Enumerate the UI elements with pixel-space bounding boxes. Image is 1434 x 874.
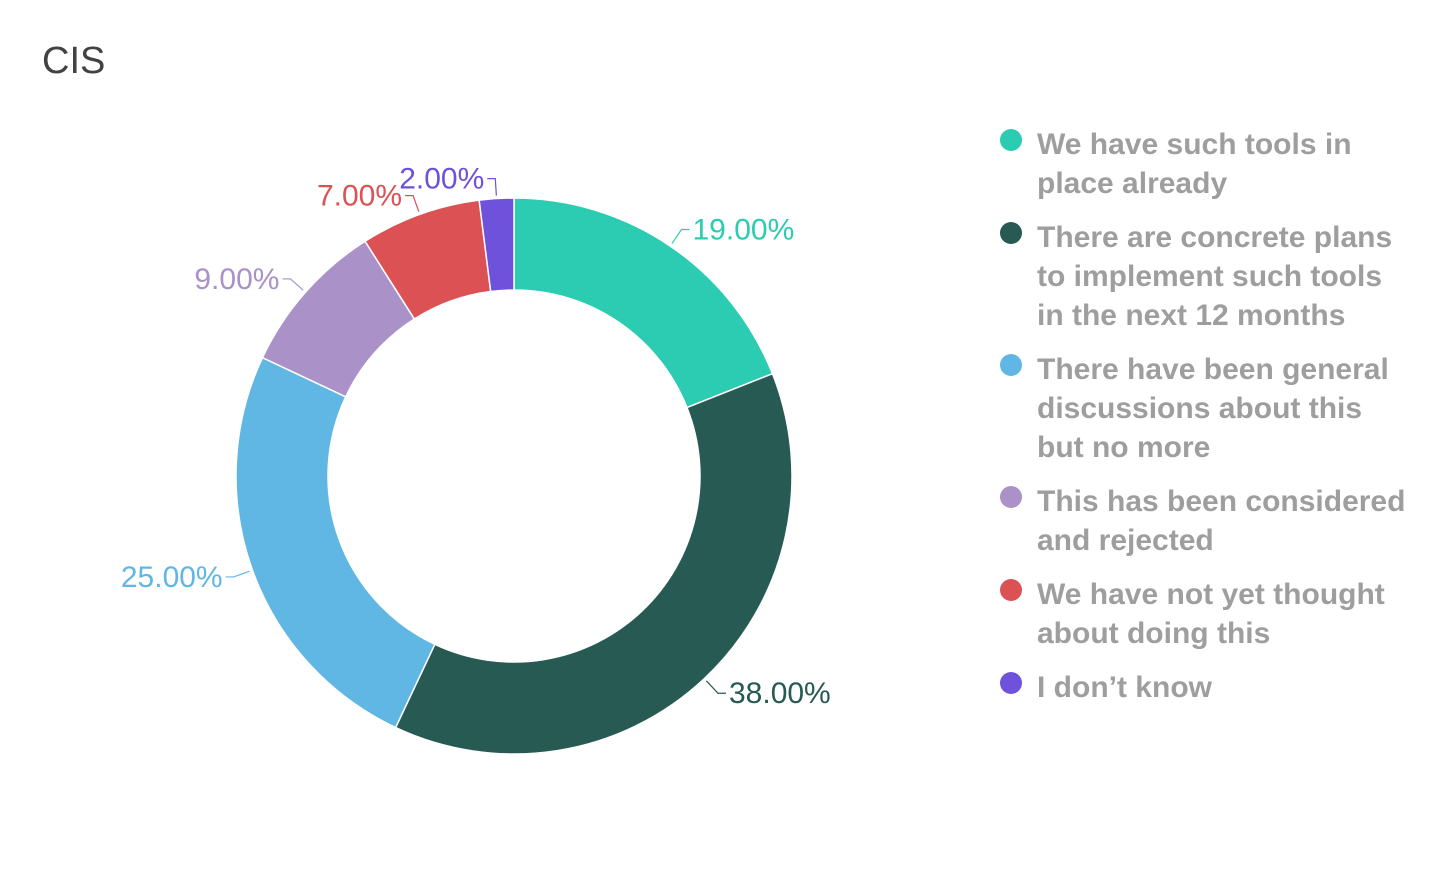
legend-label: This has been considered and rejected bbox=[1037, 485, 1406, 557]
legend-label: There are concrete plans to implement su… bbox=[1037, 221, 1393, 332]
legend-label: We have not yet thought about doing this bbox=[1037, 578, 1385, 650]
data-label: 38.00% bbox=[729, 677, 831, 710]
data-label: 2.00% bbox=[399, 163, 484, 196]
data-label: 9.00% bbox=[194, 263, 279, 296]
donut-slice bbox=[478, 197, 515, 293]
legend-swatch-icon bbox=[1000, 354, 1022, 376]
legend-label: We have such tools in place already bbox=[1037, 128, 1352, 200]
legend-swatch-icon bbox=[1000, 672, 1022, 694]
leader-line bbox=[671, 228, 690, 244]
legend-item: There have been general discussions abou… bbox=[1000, 350, 1410, 467]
data-label: 25.00% bbox=[121, 561, 223, 594]
donut-slice bbox=[235, 356, 436, 729]
leader-line bbox=[487, 177, 497, 196]
data-label: 7.00% bbox=[317, 180, 402, 213]
legend-item: We have not yet thought about doing this bbox=[1000, 575, 1410, 653]
leader-line bbox=[705, 680, 726, 694]
legend-label: I don’t know bbox=[1037, 671, 1212, 704]
legend-item: This has been considered and rejected bbox=[1000, 482, 1410, 560]
chart-title: CIS bbox=[42, 40, 106, 82]
leader-line bbox=[282, 278, 304, 291]
legend-item: I don’t know bbox=[1000, 668, 1410, 707]
legend: We have such tools in place already Ther… bbox=[1000, 125, 1410, 722]
legend-swatch-icon bbox=[1000, 579, 1022, 601]
data-label: 19.00% bbox=[693, 214, 795, 247]
leader-line bbox=[405, 195, 420, 212]
legend-item: There are concrete plans to implement su… bbox=[1000, 218, 1410, 335]
legend-swatch-icon bbox=[1000, 222, 1022, 244]
legend-label: There have been general discussions abou… bbox=[1037, 353, 1389, 464]
legend-item: We have such tools in place already bbox=[1000, 125, 1410, 203]
legend-swatch-icon bbox=[1000, 129, 1022, 151]
donut-slice bbox=[394, 372, 793, 755]
legend-swatch-icon bbox=[1000, 486, 1022, 508]
leader-line bbox=[225, 570, 250, 578]
